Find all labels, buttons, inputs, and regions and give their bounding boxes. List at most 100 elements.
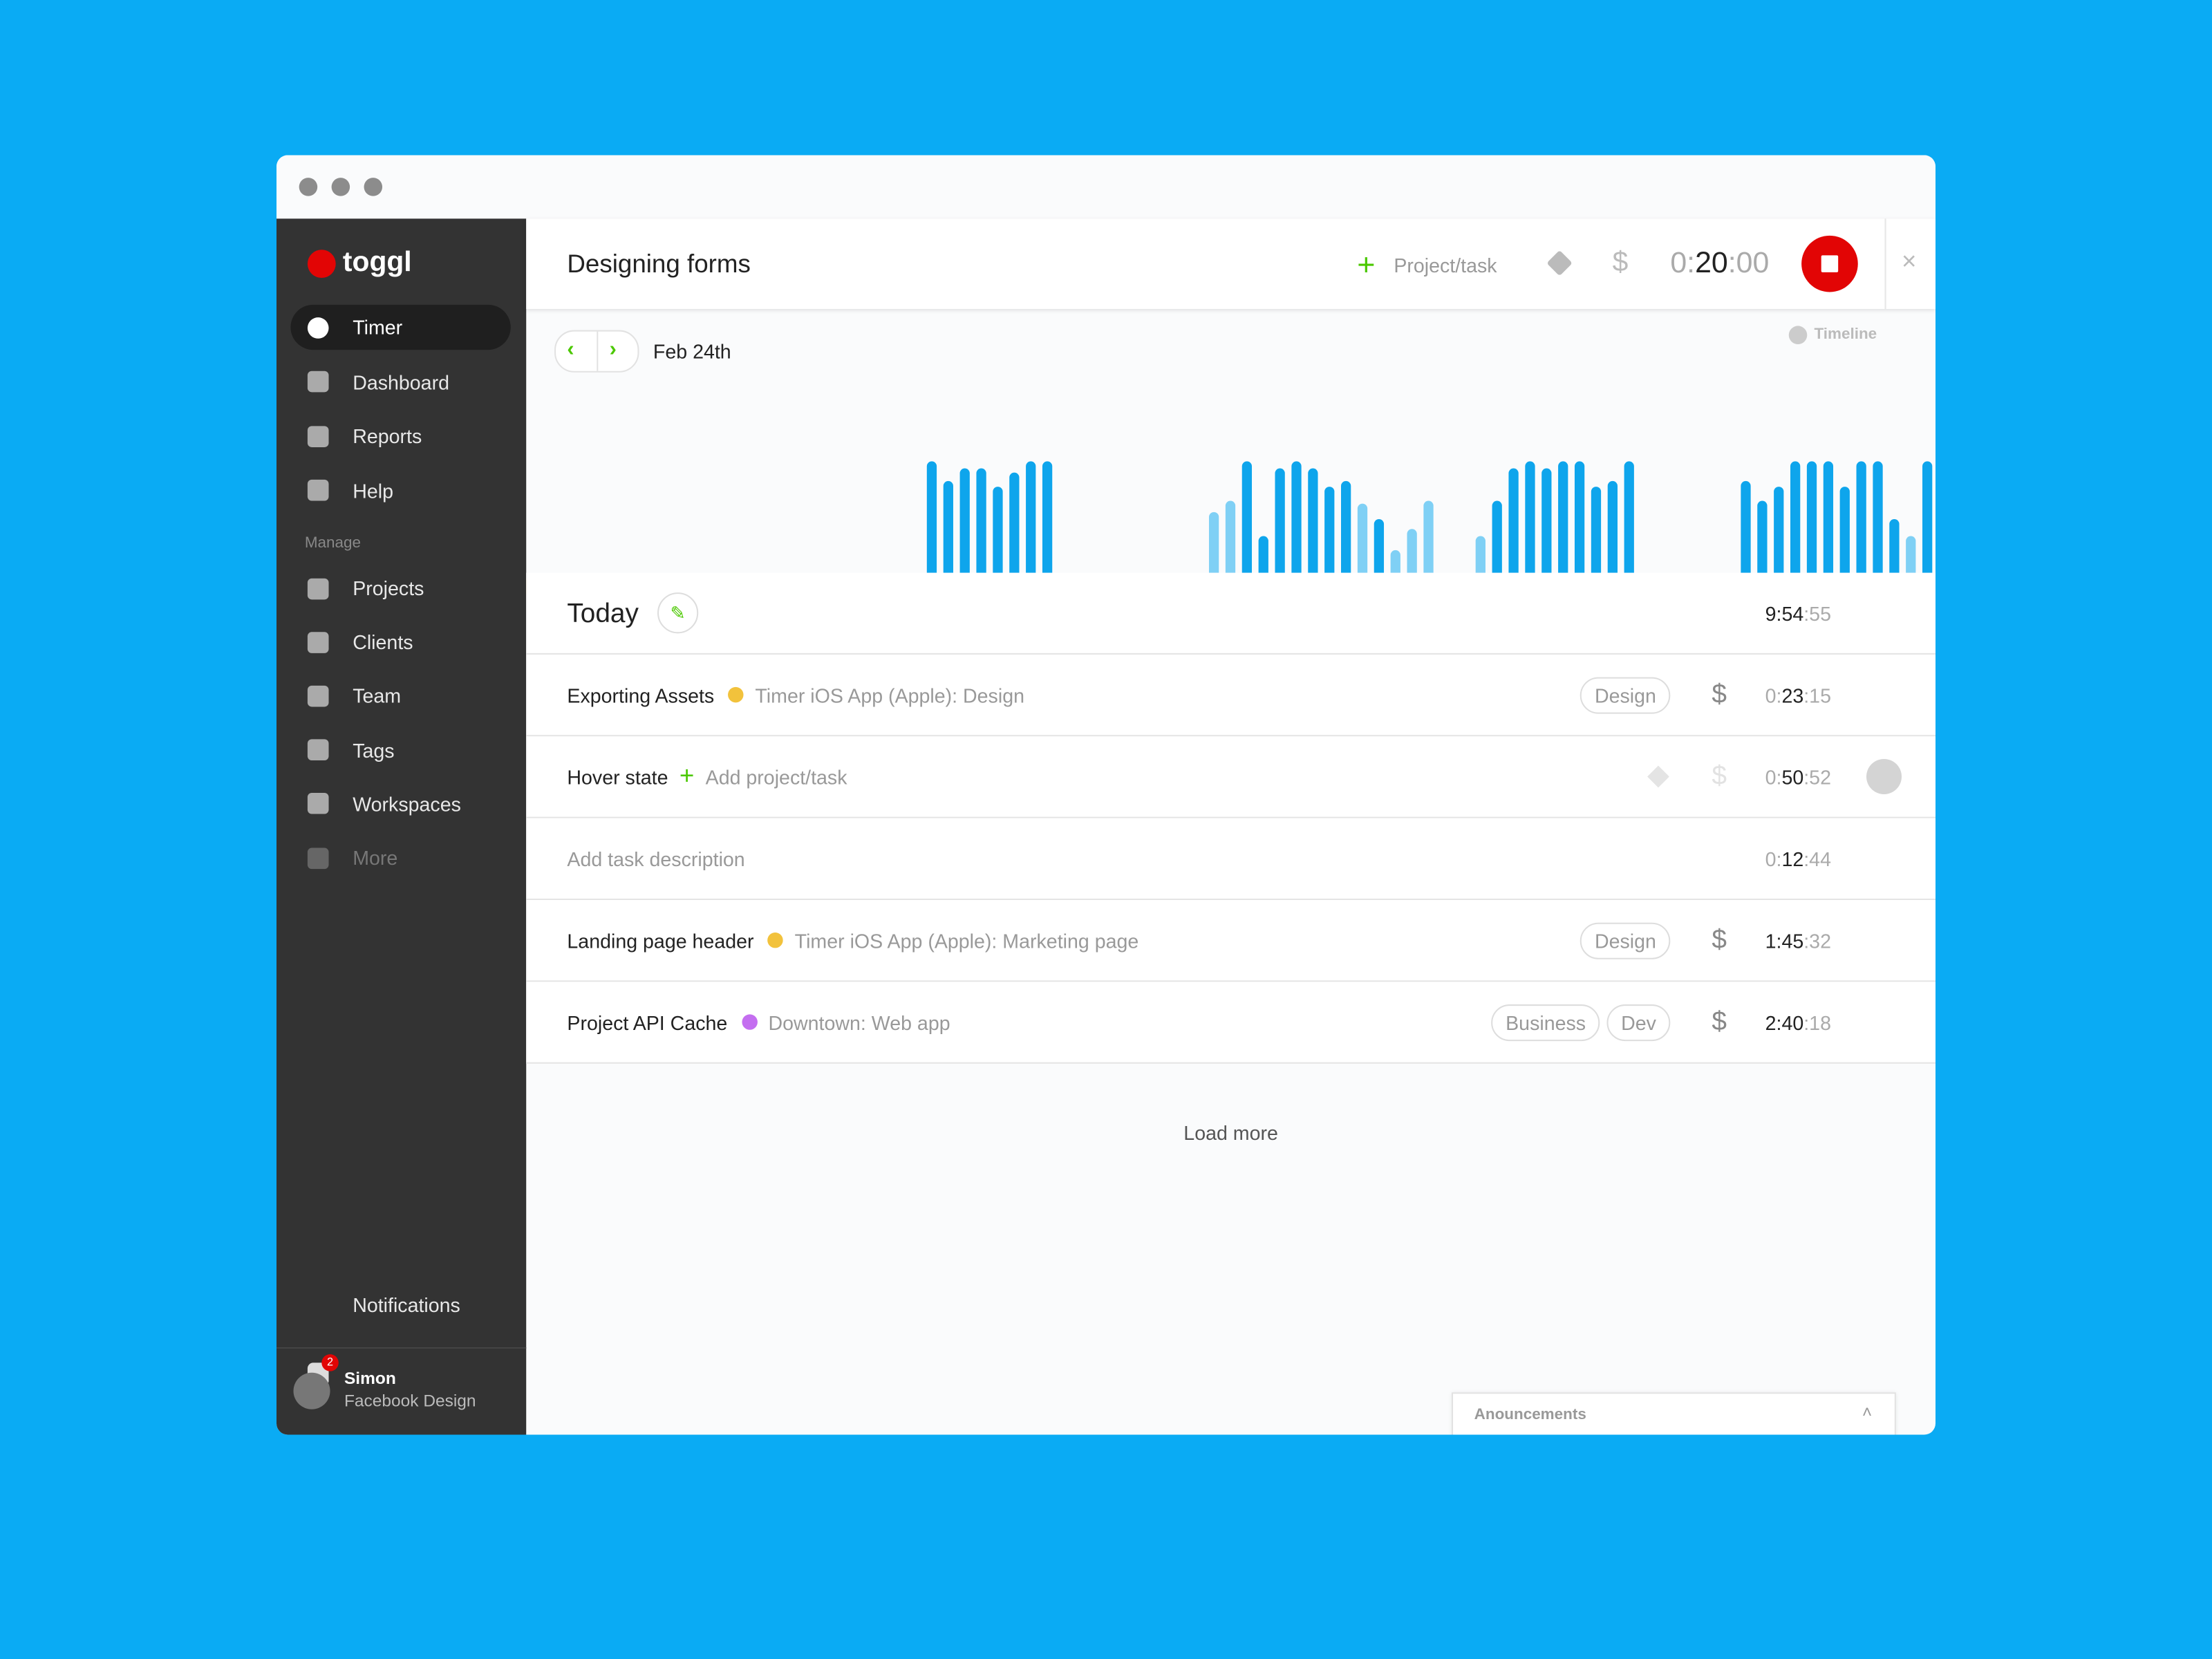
entry-project: Timer iOS App (Apple): Marketing page xyxy=(794,928,1139,952)
nav-icon xyxy=(307,479,329,501)
billable-button[interactable]: $ xyxy=(1612,247,1629,279)
nav-item[interactable]: Timer xyxy=(290,304,511,350)
tag: Design xyxy=(1580,676,1671,713)
timer-clock: 0:20:00 xyxy=(1670,247,1769,281)
time-entry[interactable]: Add task description 0: 12:44 xyxy=(526,818,1936,901)
tag: Business xyxy=(1491,1004,1600,1041)
play-button[interactable] xyxy=(1866,758,1902,794)
divider xyxy=(276,1347,527,1349)
nav-label: Clients xyxy=(353,630,413,654)
timer-lead: 0: xyxy=(1670,247,1696,280)
tag: Dev xyxy=(1606,1004,1671,1041)
nav-item[interactable]: More xyxy=(290,835,510,880)
duration-tail: :15 xyxy=(1803,683,1831,706)
stop-button[interactable] xyxy=(1801,235,1858,292)
nav-item[interactable]: Team xyxy=(290,673,510,718)
plus-icon: + xyxy=(679,762,695,790)
plus-icon: + xyxy=(1357,247,1376,283)
nav-icon xyxy=(307,685,329,707)
timer-description[interactable]: Designing forms xyxy=(567,250,751,279)
nav-item[interactable]: Clients xyxy=(290,619,510,664)
billable: $ xyxy=(1712,1006,1727,1036)
nav-label: Help xyxy=(353,478,393,502)
nav-icon xyxy=(307,847,329,869)
nav-item[interactable]: Help xyxy=(290,468,510,513)
total-main: 9:54 xyxy=(1765,601,1804,625)
nav-label: Workspaces xyxy=(353,792,461,816)
window-minimize[interactable] xyxy=(331,178,350,196)
window-maximize[interactable] xyxy=(364,178,383,196)
title-bar xyxy=(276,155,1936,221)
nav-item[interactable]: Dashboard xyxy=(290,359,510,404)
project-button[interactable]: Project/task xyxy=(1394,254,1497,276)
app-window: toggl 2 Notifications Simon Facebook Des… xyxy=(276,155,1936,1435)
entry-description: Exporting Assets xyxy=(567,683,715,706)
duration-lead: 0: xyxy=(1765,765,1782,788)
chevron: ˄ xyxy=(1862,1402,1873,1423)
nav-item[interactable]: Tags xyxy=(290,727,510,772)
entry-tags: Business Dev xyxy=(1491,982,1671,1062)
nav-label: Dashboard xyxy=(353,370,449,393)
notifications-link[interactable]: Notifications xyxy=(353,1293,460,1317)
date-label: Feb 24th xyxy=(653,339,731,363)
user-name: Simon xyxy=(344,1368,396,1389)
nav-label: Reports xyxy=(353,424,422,447)
billable: $ xyxy=(1712,679,1727,709)
timeline-mode[interactable]: Timeline xyxy=(1814,326,1877,343)
time-entry[interactable]: Landing page header Timer iOS App (Apple)… xyxy=(526,900,1936,982)
timer-tail: :00 xyxy=(1727,247,1770,280)
entry-placeholder: Add task description xyxy=(567,847,745,870)
announcements-label: Anouncements xyxy=(1474,1406,1586,1424)
duration-main: 50 xyxy=(1781,765,1804,788)
time-entry[interactable]: Hover state + Add project/task $0: 50:52 xyxy=(526,736,1936,818)
add-project[interactable]: Add project/task xyxy=(705,765,847,788)
time-entry[interactable]: Project API Cache Downtown: Web app Busine… xyxy=(526,982,1936,1064)
project-dot xyxy=(741,1014,758,1030)
edit-button[interactable]: ✎ xyxy=(657,592,699,634)
duration-tail: :32 xyxy=(1803,928,1831,952)
nav-icon xyxy=(307,739,329,761)
help-icon xyxy=(1788,326,1808,344)
nav-icon xyxy=(307,371,329,393)
notification-badge: 2 xyxy=(321,1354,339,1371)
entry-duration: 0: 12:44 xyxy=(1765,818,1831,899)
entry-description: Landing page header xyxy=(567,928,754,952)
nav-item[interactable]: Workspaces xyxy=(290,781,510,826)
nav-icon xyxy=(307,577,329,599)
entry-main: Add task description xyxy=(567,818,744,899)
tag-icon[interactable] xyxy=(1647,765,1669,788)
nav-item[interactable]: Reports xyxy=(290,413,510,458)
load-more[interactable]: Load more xyxy=(1183,1121,1278,1145)
tag-button[interactable] xyxy=(1546,250,1573,276)
entry-main: Exporting Assets Timer iOS App (Apple): D… xyxy=(567,655,1024,735)
nav-icon xyxy=(307,317,329,338)
duration-tail: :52 xyxy=(1803,765,1831,788)
entry-description: Project API Cache xyxy=(567,1011,728,1033)
entry-tags: Design xyxy=(1580,655,1671,735)
announcements[interactable]: Anouncements ˄ xyxy=(1451,1392,1896,1435)
next-day[interactable]: › xyxy=(609,337,617,362)
timer-bar: Designing forms + Project/task $ 0:20:00… xyxy=(526,218,1936,309)
nav-label: Timer xyxy=(353,316,403,339)
logo: toggl xyxy=(342,247,412,279)
billable: $ xyxy=(1712,761,1727,791)
divider xyxy=(1884,218,1886,309)
entry-project: Downtown: Web app xyxy=(768,1011,950,1033)
entry-description: Hover state xyxy=(567,765,668,788)
window-close[interactable] xyxy=(299,178,318,196)
duration-main: 23 xyxy=(1781,683,1804,706)
nav-item[interactable]: Projects xyxy=(290,565,510,610)
nav-label: Team xyxy=(353,684,402,708)
duration-main: 1:45 xyxy=(1765,928,1804,952)
billable: $ xyxy=(1712,924,1727,955)
time-entry[interactable]: Exporting Assets Timer iOS App (Apple): D… xyxy=(526,654,1936,737)
close-button[interactable]: × xyxy=(1902,247,1917,275)
day-header: Today ✎ 9:54:55 xyxy=(526,572,1936,655)
day-total: 9:54:55 xyxy=(1765,573,1831,653)
timer-main: 20 xyxy=(1695,247,1728,280)
main: Designing forms + Project/task $ 0:20:00… xyxy=(526,218,1936,1435)
entry-duration: 0: 50:52 xyxy=(1765,736,1831,816)
prev-day[interactable]: ‹ xyxy=(567,337,574,362)
project-dot xyxy=(767,932,784,948)
duration-lead: 0: xyxy=(1765,847,1782,870)
